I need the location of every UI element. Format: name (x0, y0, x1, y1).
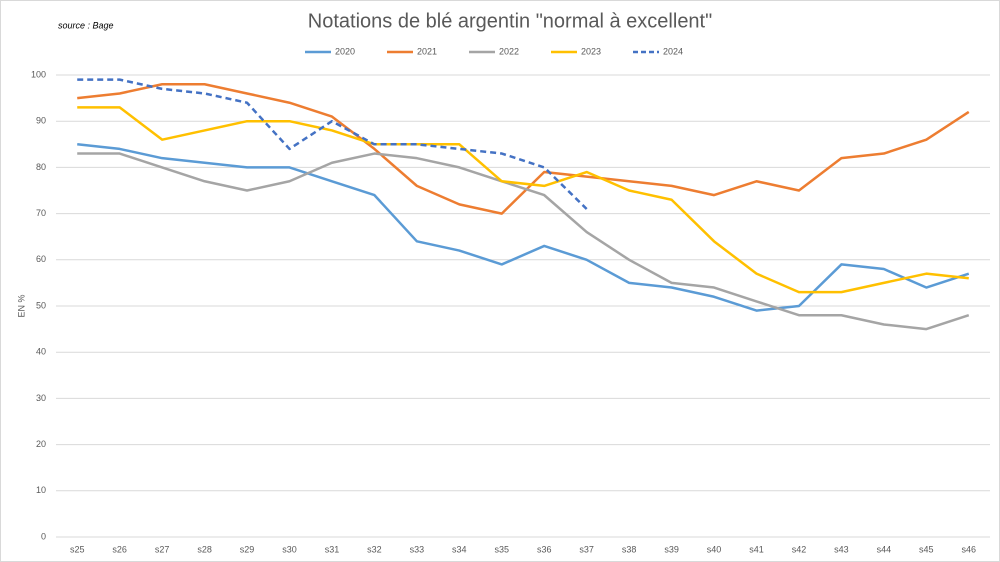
x-tick-label: s26 (112, 544, 127, 554)
x-tick-label: s44 (877, 544, 892, 554)
y-axis-label: EN % (16, 294, 26, 317)
x-tick-label: s35 (495, 544, 510, 554)
series-line (77, 106, 969, 294)
x-tick-label: s27 (155, 544, 170, 554)
x-tick-label: s36 (537, 544, 552, 554)
x-tick-label: s30 (282, 544, 297, 554)
x-tick-label: s32 (367, 544, 382, 554)
legend-label: 2021 (417, 46, 437, 56)
x-tick-label: s29 (240, 544, 255, 554)
x-tick-label: s39 (664, 544, 679, 554)
x-tick-label: s42 (792, 544, 807, 554)
legend-label: 2022 (499, 46, 519, 56)
x-tick-label: s38 (622, 544, 637, 554)
x-tick-label: s28 (197, 544, 212, 554)
x-tick-label: s40 (707, 544, 722, 554)
x-tick-label: s43 (834, 544, 849, 554)
x-tick-label: s37 (579, 544, 594, 554)
y-tick-label: 80 (36, 162, 46, 172)
chart-title: Notations de blé argentin "normal à exce… (308, 10, 712, 32)
y-tick-label: 10 (36, 485, 46, 495)
y-tick-label: 30 (36, 393, 46, 403)
x-tick-label: s46 (962, 544, 977, 554)
legend-label: 2020 (335, 46, 355, 56)
x-tick-label: s41 (749, 544, 764, 554)
y-tick-label: 90 (36, 116, 46, 126)
y-tick-label: 40 (36, 347, 46, 357)
series-line (77, 152, 970, 331)
x-tick-label: s31 (325, 544, 340, 554)
series-line (77, 143, 970, 312)
series-line (77, 78, 588, 210)
y-tick-label: 0 (41, 531, 46, 541)
y-tick-label: 50 (36, 300, 46, 310)
x-tick-label: s34 (452, 544, 467, 554)
source: source : Bage (58, 20, 114, 30)
x-tick-label: s25 (70, 544, 85, 554)
x-tick-label: s33 (410, 544, 425, 554)
y-tick-label: 20 (36, 439, 46, 449)
legend-label: 2023 (581, 46, 601, 56)
x-tick-label: s45 (919, 544, 934, 554)
series-line (77, 82, 970, 215)
legend-label: 2024 (663, 46, 683, 56)
y-tick-label: 60 (36, 254, 46, 264)
y-tick-label: 100 (31, 69, 46, 79)
y-tick-label: 70 (36, 208, 46, 218)
